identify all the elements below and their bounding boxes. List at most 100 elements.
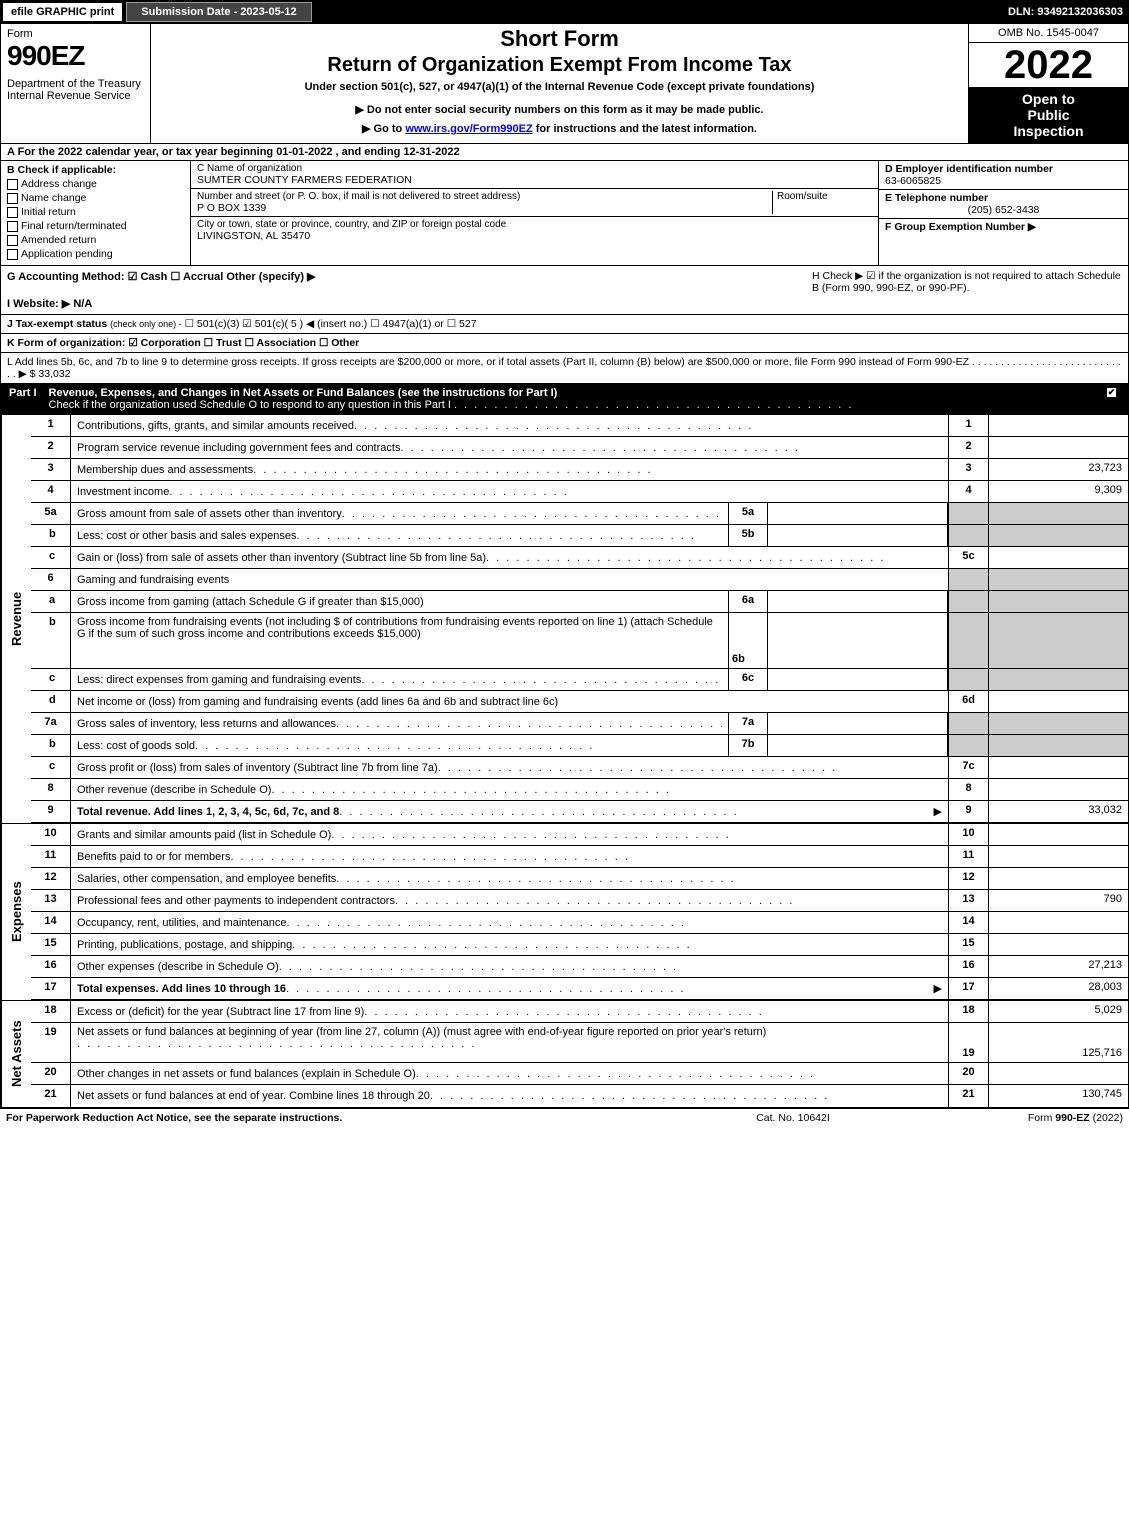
chk-final-return[interactable]: Final return/terminated xyxy=(7,220,184,232)
sub-val xyxy=(768,713,948,734)
line-desc: Gross income from gaming (attach Schedul… xyxy=(77,596,424,608)
line-4: 4Investment income49,309 xyxy=(31,481,1128,503)
chk-initial-return[interactable]: Initial return xyxy=(7,206,184,218)
line-7a: 7aGross sales of inventory, less returns… xyxy=(31,713,1128,735)
section-bcdef: B Check if applicable: Address change Na… xyxy=(0,161,1129,266)
line-num: 9 xyxy=(31,801,71,822)
row-gh: G Accounting Method: ☑ Cash ☐ Accrual Ot… xyxy=(0,266,1129,315)
line-rn: 1 xyxy=(948,415,988,436)
line-rn xyxy=(948,503,988,524)
expenses-group: Expenses 10Grants and similar amounts pa… xyxy=(0,823,1129,1000)
row-j-small: (check only one) - xyxy=(110,319,182,329)
row-j: J Tax-exempt status (check only one) - ☐… xyxy=(0,315,1129,334)
chk-name-change[interactable]: Name change xyxy=(7,192,184,204)
tel-row: E Telephone number (205) 652-3438 xyxy=(879,190,1128,219)
chk-application-pending[interactable]: Application pending xyxy=(7,248,184,260)
line-num: 16 xyxy=(31,956,71,977)
arrow-icon: ▶ xyxy=(934,982,942,995)
sub-val xyxy=(768,591,948,612)
omb-number: OMB No. 1545-0047 xyxy=(969,24,1128,43)
line-value: 130,745 xyxy=(988,1085,1128,1107)
line-num: 1 xyxy=(31,415,71,436)
part1-label: Part I xyxy=(9,387,37,411)
short-form-title: Short Form xyxy=(159,26,960,52)
link-pre: ▶ Go to xyxy=(362,123,405,135)
dln-label: DLN: 93492132036303 xyxy=(1008,6,1129,18)
org-name: SUMTER COUNTY FARMERS FEDERATION xyxy=(197,174,872,186)
line-rn xyxy=(948,525,988,546)
line-value xyxy=(988,691,1128,712)
line-8: 8Other revenue (describe in Schedule O)8 xyxy=(31,779,1128,801)
org-name-label: C Name of organization xyxy=(197,163,872,174)
line-num: 17 xyxy=(31,978,71,999)
part1-sub: Check if the organization used Schedule … xyxy=(49,399,451,411)
chk-amended-return[interactable]: Amended return xyxy=(7,234,184,246)
line-rn: 16 xyxy=(948,956,988,977)
line-num: c xyxy=(31,669,71,690)
line-rn: 9 xyxy=(948,801,988,822)
tel-label: E Telephone number xyxy=(885,192,1122,204)
group-exemption-label: F Group Exemption Number ▶ xyxy=(885,221,1122,233)
line-19: 19Net assets or fund balances at beginni… xyxy=(31,1023,1128,1063)
line-value xyxy=(988,437,1128,458)
sub-num: 6b xyxy=(728,613,768,668)
line-desc: Gross sales of inventory, less returns a… xyxy=(77,718,336,730)
chk-address-change[interactable]: Address change xyxy=(7,178,184,190)
line-value: 23,723 xyxy=(988,459,1128,480)
line-desc: Other changes in net assets or fund bala… xyxy=(77,1068,416,1080)
line-value: 27,213 xyxy=(988,956,1128,977)
line-num: 15 xyxy=(31,934,71,955)
line-rn: 15 xyxy=(948,934,988,955)
line-value xyxy=(988,613,1128,668)
line-desc: Program service revenue including govern… xyxy=(77,442,400,454)
line-num: 10 xyxy=(31,824,71,845)
line-rn: 18 xyxy=(948,1001,988,1022)
main-title: Return of Organization Exempt From Incom… xyxy=(159,54,960,77)
line-11: 11Benefits paid to or for members11 xyxy=(31,846,1128,868)
line-num: a xyxy=(31,591,71,612)
insp-line1: Open to xyxy=(973,91,1124,107)
line-desc: Gross profit or (loss) from sales of inv… xyxy=(77,762,438,774)
line-rn xyxy=(948,735,988,756)
line-value xyxy=(988,547,1128,568)
line-rn: 8 xyxy=(948,779,988,800)
line-num: 21 xyxy=(31,1085,71,1107)
line-6a: a Gross income from gaming (attach Schedu… xyxy=(31,591,1128,613)
row-a: A For the 2022 calendar year, or tax yea… xyxy=(0,144,1129,161)
line-value xyxy=(988,713,1128,734)
subtitle: Under section 501(c), 527, or 4947(a)(1)… xyxy=(159,81,960,93)
line-num: 6 xyxy=(31,569,71,590)
header-mid: Short Form Return of Organization Exempt… xyxy=(151,24,968,143)
line-desc: Gain or (loss) from sale of assets other… xyxy=(77,552,486,564)
room-label: Room/suite xyxy=(772,191,872,214)
expenses-side-label: Expenses xyxy=(1,824,31,1000)
line-num: d xyxy=(31,691,71,712)
row-h: H Check ▶ ☑ if the organization is not r… xyxy=(812,270,1122,310)
line-num: 19 xyxy=(31,1023,71,1062)
footer-notice: For Paperwork Reduction Act Notice, see … xyxy=(6,1112,663,1124)
ein-label: D Employer identification number xyxy=(885,163,1122,175)
line-16: 16Other expenses (describe in Schedule O… xyxy=(31,956,1128,978)
group-exemption-row: F Group Exemption Number ▶ xyxy=(879,219,1128,235)
part1-checkbox[interactable] xyxy=(1106,387,1117,398)
line-rn: 21 xyxy=(948,1085,988,1107)
line-value: 125,716 xyxy=(988,1023,1128,1062)
row-g-text: G Accounting Method: ☑ Cash ☐ Accrual Ot… xyxy=(7,270,812,283)
line-rn: 7c xyxy=(948,757,988,778)
line-desc: Less: cost or other basis and sales expe… xyxy=(77,530,297,542)
netassets-group: Net Assets 18Excess or (deficit) for the… xyxy=(0,1000,1129,1108)
line-desc: Total revenue. Add lines 1, 2, 3, 4, 5c,… xyxy=(77,806,339,818)
line-15: 15Printing, publications, postage, and s… xyxy=(31,934,1128,956)
line-num: 3 xyxy=(31,459,71,480)
line-rn xyxy=(948,569,988,590)
line-num: 5a xyxy=(31,503,71,524)
line-desc: Investment income xyxy=(77,486,169,498)
form-word: Form xyxy=(7,28,144,40)
line-desc: Gross amount from sale of assets other t… xyxy=(77,508,342,520)
insp-line2: Public xyxy=(973,107,1124,123)
line-6: 6Gaming and fundraising events xyxy=(31,569,1128,591)
line-desc: Salaries, other compensation, and employ… xyxy=(77,873,336,885)
irs-link[interactable]: www.irs.gov/Form990EZ xyxy=(405,123,532,135)
line-value xyxy=(988,779,1128,800)
part1-title-text: Revenue, Expenses, and Changes in Net As… xyxy=(49,387,558,399)
